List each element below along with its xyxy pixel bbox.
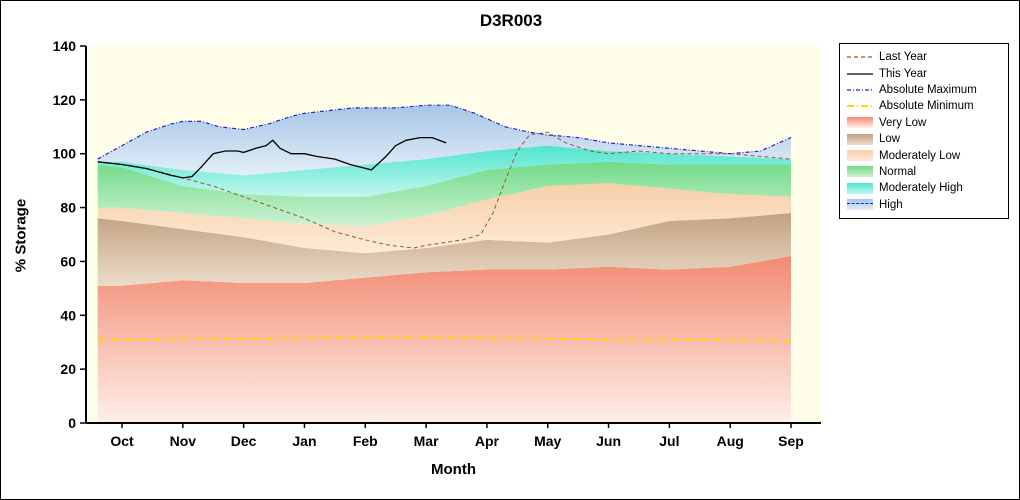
legend-item-label: Absolute Maximum xyxy=(879,83,977,96)
line-absolute_maximum xyxy=(97,104,792,160)
band-high xyxy=(97,105,791,176)
legend-item-label: Very Low xyxy=(879,116,927,129)
y-tick-label: 120 xyxy=(53,92,77,108)
legend-item-label: Last Year xyxy=(879,51,927,64)
y-tick-label: 40 xyxy=(60,307,76,323)
legend-item-label: High xyxy=(879,198,903,211)
band-moderately_low xyxy=(97,183,791,254)
legend-item-moderately_high: Moderately High xyxy=(847,180,1001,196)
legend: Last Year This Year Absolute Maximum Absolu… xyxy=(839,43,1009,219)
legend-swatch-very_low xyxy=(847,117,873,129)
x-tick-label: Jun xyxy=(596,433,621,449)
legend-item-label: Moderately Low xyxy=(879,149,961,162)
x-axis-title: Month xyxy=(431,461,476,478)
legend-item-this_year: This Year xyxy=(847,65,1001,81)
y-tick-label: 80 xyxy=(60,200,76,216)
chart-title: D3R003 xyxy=(479,11,543,30)
legend-swatch-moderately_high xyxy=(847,182,873,194)
line-absolute_minimum xyxy=(97,335,792,342)
legend-item-high: High xyxy=(847,197,1001,213)
x-tick-label: Dec xyxy=(231,433,257,449)
y-tick-label: 60 xyxy=(60,253,76,269)
x-tick-label: Sep xyxy=(778,433,804,449)
legend-line-sample xyxy=(847,89,873,91)
legend-item-label: Low xyxy=(879,133,901,146)
legend-item-moderately_low: Moderately Low xyxy=(847,147,1001,163)
x-tick-label: Feb xyxy=(353,433,378,449)
band-normal xyxy=(97,161,791,227)
legend-item-normal: Normal xyxy=(847,164,1001,180)
legend-swatch-normal xyxy=(847,166,873,178)
x-tick-label: May xyxy=(534,433,561,449)
legend-item-last_year: Last Year xyxy=(847,49,1001,65)
legend-item-label: This Year xyxy=(879,67,927,80)
legend-item-absolute_minimum: Absolute Minimum xyxy=(847,98,1001,114)
x-tick-label: Oct xyxy=(110,433,134,449)
legend-line-sample xyxy=(847,105,873,108)
y-tick-label: 20 xyxy=(60,361,76,377)
x-tick-label: Apr xyxy=(475,433,500,449)
legend-item-label: Normal xyxy=(879,165,917,178)
legend-item-label: Absolute Minimum xyxy=(879,100,974,113)
legend-line-sample xyxy=(847,56,873,58)
band-very_low xyxy=(97,256,791,423)
x-tick-label: Jan xyxy=(292,433,316,449)
x-tick-label: Aug xyxy=(717,433,744,449)
band-low xyxy=(97,213,791,286)
line-last_year xyxy=(97,131,792,249)
line-this_year xyxy=(97,136,447,179)
y-tick-label: 100 xyxy=(53,146,77,162)
x-tick-label: Nov xyxy=(170,433,197,449)
band-moderately_high xyxy=(97,145,791,197)
y-tick-label: 140 xyxy=(53,38,77,54)
legend-swatch-high xyxy=(847,199,873,211)
legend-item-low: Low xyxy=(847,131,1001,147)
x-tick-label: Mar xyxy=(414,433,439,449)
legend-swatch-low xyxy=(847,133,873,145)
legend-swatch-line xyxy=(847,203,873,205)
legend-item-absolute_maximum: Absolute Maximum xyxy=(847,82,1001,98)
legend-line-sample xyxy=(847,72,873,75)
x-tick-label: Jul xyxy=(659,433,679,449)
legend-item-very_low: Very Low xyxy=(847,115,1001,131)
legend-item-label: Moderately High xyxy=(879,182,963,195)
y-tick-label: 0 xyxy=(68,415,76,431)
legend-swatch-moderately_low xyxy=(847,150,873,162)
